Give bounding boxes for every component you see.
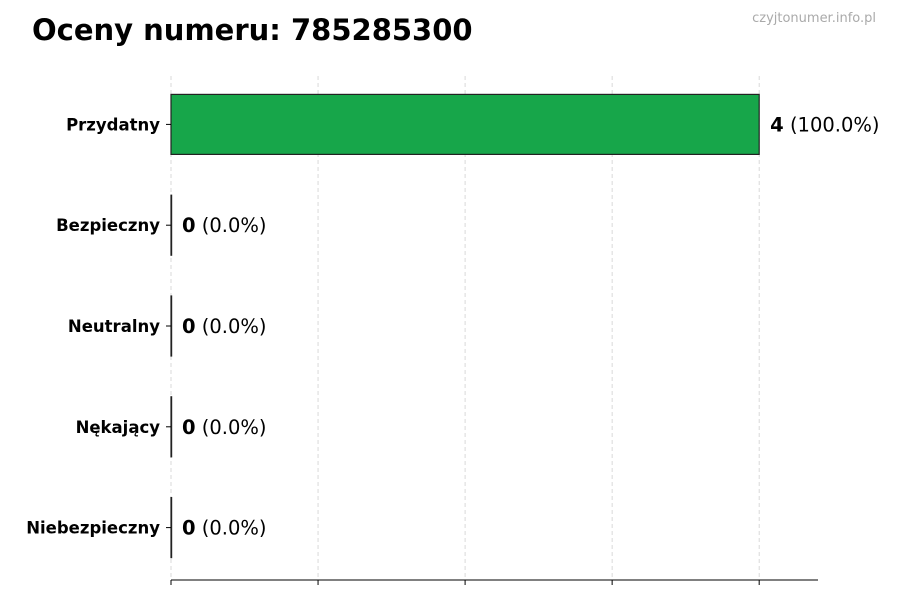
category-label: Przydatny bbox=[66, 115, 160, 134]
watermark: czyjtonumer.info.pl bbox=[752, 11, 876, 26]
value-percent: (0.0%) bbox=[196, 517, 267, 540]
bar bbox=[170, 497, 173, 559]
value-percent: (0.0%) bbox=[196, 416, 267, 439]
bar bbox=[170, 194, 173, 256]
value-count: 0 bbox=[182, 517, 196, 540]
value-label: 0 (0.0%) bbox=[182, 214, 267, 237]
bar bbox=[170, 93, 760, 156]
value-count: 0 bbox=[182, 214, 196, 237]
value-count: 4 bbox=[770, 113, 784, 136]
value-label: 0 (0.0%) bbox=[182, 416, 267, 439]
gridlines bbox=[170, 76, 760, 580]
value-label: 4 (100.0%) bbox=[770, 113, 879, 136]
axes bbox=[166, 123, 818, 585]
value-percent: (0.0%) bbox=[196, 315, 267, 338]
bar bbox=[170, 396, 173, 458]
category-label: Niebezpieczny bbox=[26, 519, 160, 538]
labels: Przydatny 4 (100.0%) Bezpieczny 0 (0.0%) Neu… bbox=[26, 113, 879, 539]
chart-title: Oceny numeru: 785285300 bbox=[32, 13, 473, 47]
bar bbox=[170, 295, 173, 357]
category-label: Nękający bbox=[76, 418, 161, 437]
bars bbox=[170, 93, 760, 559]
category-label: Bezpieczny bbox=[56, 216, 160, 235]
value-label: 0 (0.0%) bbox=[182, 517, 267, 540]
value-count: 0 bbox=[182, 416, 196, 439]
value-percent: (100.0%) bbox=[784, 113, 880, 136]
value-label: 0 (0.0%) bbox=[182, 315, 267, 338]
value-count: 0 bbox=[182, 315, 196, 338]
category-label: Neutralny bbox=[68, 317, 160, 336]
value-percent: (0.0%) bbox=[196, 214, 267, 237]
